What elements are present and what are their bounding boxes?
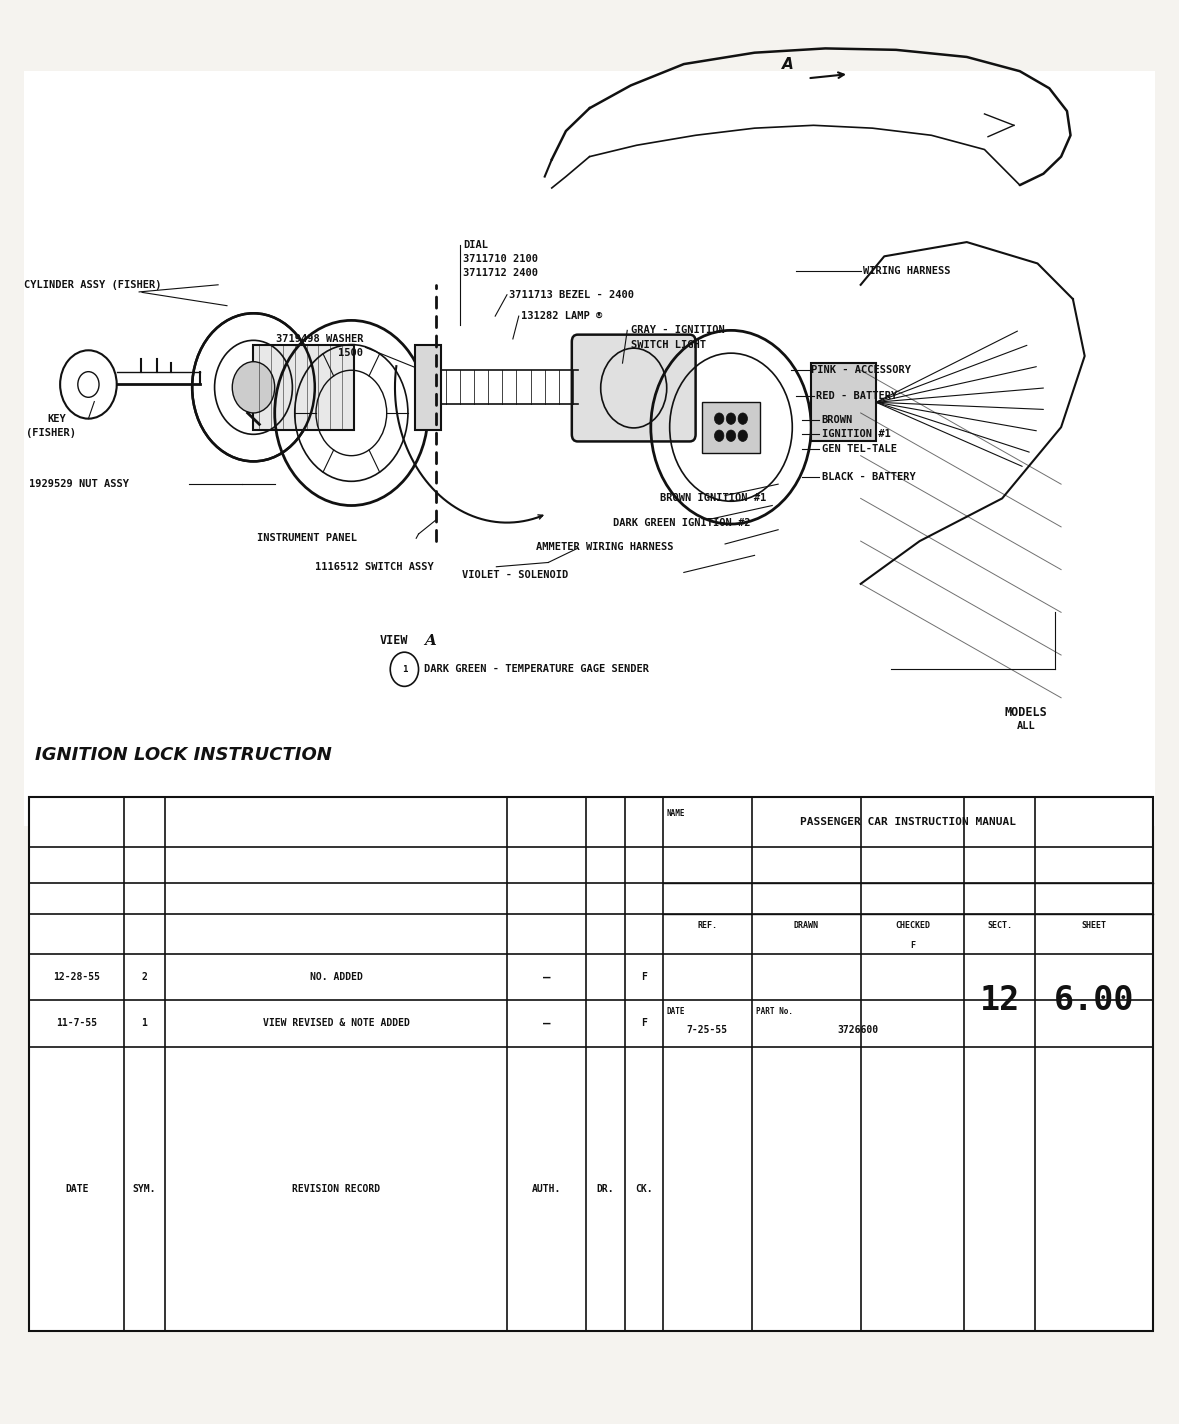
Text: DIAL: DIAL <box>463 239 488 251</box>
Text: RED - BATTERY: RED - BATTERY <box>816 390 897 402</box>
Text: DR.: DR. <box>597 1183 614 1195</box>
FancyBboxPatch shape <box>572 335 696 441</box>
Text: 1116512 SWITCH ASSY: 1116512 SWITCH ASSY <box>315 561 434 572</box>
Text: F: F <box>641 1018 646 1028</box>
Bar <box>253 345 354 430</box>
Text: GRAY - IGNITION: GRAY - IGNITION <box>631 325 725 336</box>
Text: IGNITION LOCK INSTRUCTION: IGNITION LOCK INSTRUCTION <box>35 746 332 763</box>
Text: CHECKED: CHECKED <box>895 921 930 930</box>
Text: F: F <box>910 941 915 950</box>
Text: 12-28-55: 12-28-55 <box>53 971 100 983</box>
Circle shape <box>726 413 736 424</box>
Circle shape <box>738 430 747 441</box>
Text: PINK - ACCESSORY: PINK - ACCESSORY <box>811 365 911 376</box>
Text: 3726600: 3726600 <box>838 1025 878 1035</box>
Text: A: A <box>424 634 436 648</box>
Text: DATE: DATE <box>65 1183 88 1195</box>
Text: NAME: NAME <box>666 809 685 817</box>
Text: VIEW: VIEW <box>380 634 408 648</box>
Text: REVISION RECORD: REVISION RECORD <box>292 1183 380 1195</box>
Text: REF.: REF. <box>698 921 717 930</box>
Text: DARK GREEN IGNITION #2: DARK GREEN IGNITION #2 <box>613 517 751 528</box>
Text: ALL: ALL <box>1016 721 1035 732</box>
Text: SYM.: SYM. <box>133 1183 156 1195</box>
Text: CYLINDER ASSY (FISHER): CYLINDER ASSY (FISHER) <box>24 279 162 290</box>
Bar <box>702 402 760 453</box>
Text: VIOLET - SOLENOID: VIOLET - SOLENOID <box>462 570 568 581</box>
Text: BROWN IGNITION #1: BROWN IGNITION #1 <box>660 493 766 504</box>
Circle shape <box>232 362 275 413</box>
Bar <box>811 363 876 441</box>
Text: 1500: 1500 <box>338 347 363 359</box>
Text: 11-7-55: 11-7-55 <box>57 1018 97 1028</box>
Text: 3711713 BEZEL - 2400: 3711713 BEZEL - 2400 <box>509 289 634 300</box>
Text: AMMETER WIRING HARNESS: AMMETER WIRING HARNESS <box>536 541 674 553</box>
Text: —: — <box>542 1017 551 1030</box>
Circle shape <box>726 430 736 441</box>
Text: SHEET: SHEET <box>1081 921 1107 930</box>
Text: DARK GREEN - TEMPERATURE GAGE SENDER: DARK GREEN - TEMPERATURE GAGE SENDER <box>424 664 650 675</box>
Circle shape <box>738 413 747 424</box>
Text: CK.: CK. <box>635 1183 652 1195</box>
Circle shape <box>714 430 724 441</box>
Bar <box>24 71 1155 826</box>
Text: 7-25-55: 7-25-55 <box>687 1025 727 1035</box>
Circle shape <box>714 413 724 424</box>
Bar <box>415 345 441 430</box>
Text: 1: 1 <box>402 665 407 674</box>
Text: 1: 1 <box>141 1018 147 1028</box>
Text: AUTH.: AUTH. <box>532 1183 561 1195</box>
Text: 3711712 2400: 3711712 2400 <box>463 268 539 279</box>
Text: 3711710 2100: 3711710 2100 <box>463 253 539 265</box>
Text: VIEW REVISED & NOTE ADDED: VIEW REVISED & NOTE ADDED <box>263 1018 409 1028</box>
Text: MODELS: MODELS <box>1005 705 1047 719</box>
Text: 2: 2 <box>141 971 147 983</box>
Text: DATE: DATE <box>666 1007 685 1015</box>
Text: INSTRUMENT PANEL: INSTRUMENT PANEL <box>257 533 357 544</box>
Text: PASSENGER CAR INSTRUCTION MANUAL: PASSENGER CAR INSTRUCTION MANUAL <box>799 817 1016 827</box>
Text: PART No.: PART No. <box>756 1007 792 1015</box>
Text: F: F <box>641 971 646 983</box>
Text: —: — <box>542 970 551 984</box>
Text: KEY: KEY <box>47 413 66 424</box>
Text: (FISHER): (FISHER) <box>26 427 75 439</box>
Text: 3719498 WASHER: 3719498 WASHER <box>276 333 363 345</box>
Text: GEN TEL-TALE: GEN TEL-TALE <box>822 443 897 454</box>
Text: NO. ADDED: NO. ADDED <box>310 971 362 983</box>
Text: 131282 LAMP ®: 131282 LAMP ® <box>521 310 602 322</box>
Text: BROWN: BROWN <box>822 414 854 426</box>
Text: WIRING HARNESS: WIRING HARNESS <box>863 265 950 276</box>
Text: DRAWN: DRAWN <box>793 921 819 930</box>
Text: IGNITION #1: IGNITION #1 <box>822 429 890 440</box>
Text: 12: 12 <box>980 984 1020 1017</box>
Text: A: A <box>782 57 793 71</box>
Text: SWITCH LIGHT: SWITCH LIGHT <box>631 339 706 350</box>
Text: SECT.: SECT. <box>987 921 1013 930</box>
Text: 1929529 NUT ASSY: 1929529 NUT ASSY <box>29 478 130 490</box>
Text: 6.00: 6.00 <box>1054 984 1134 1017</box>
Text: BLACK - BATTERY: BLACK - BATTERY <box>822 471 916 483</box>
Bar <box>29 797 1153 1331</box>
